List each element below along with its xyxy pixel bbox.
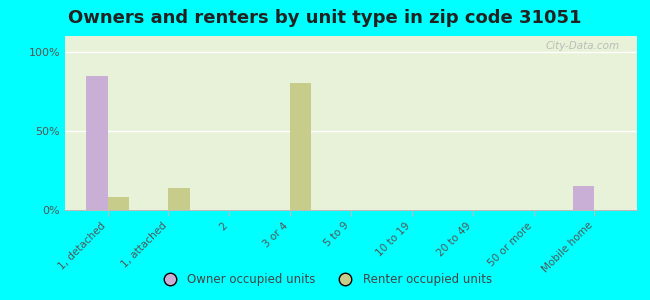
Text: Owners and renters by unit type in zip code 31051: Owners and renters by unit type in zip c…	[68, 9, 582, 27]
Legend: Owner occupied units, Renter occupied units: Owner occupied units, Renter occupied un…	[153, 269, 497, 291]
Bar	[86, 76, 108, 210]
Bar	[290, 83, 311, 210]
Bar	[108, 197, 129, 210]
Bar	[573, 186, 594, 210]
Text: City-Data.com: City-Data.com	[546, 41, 620, 51]
Bar	[168, 188, 190, 210]
